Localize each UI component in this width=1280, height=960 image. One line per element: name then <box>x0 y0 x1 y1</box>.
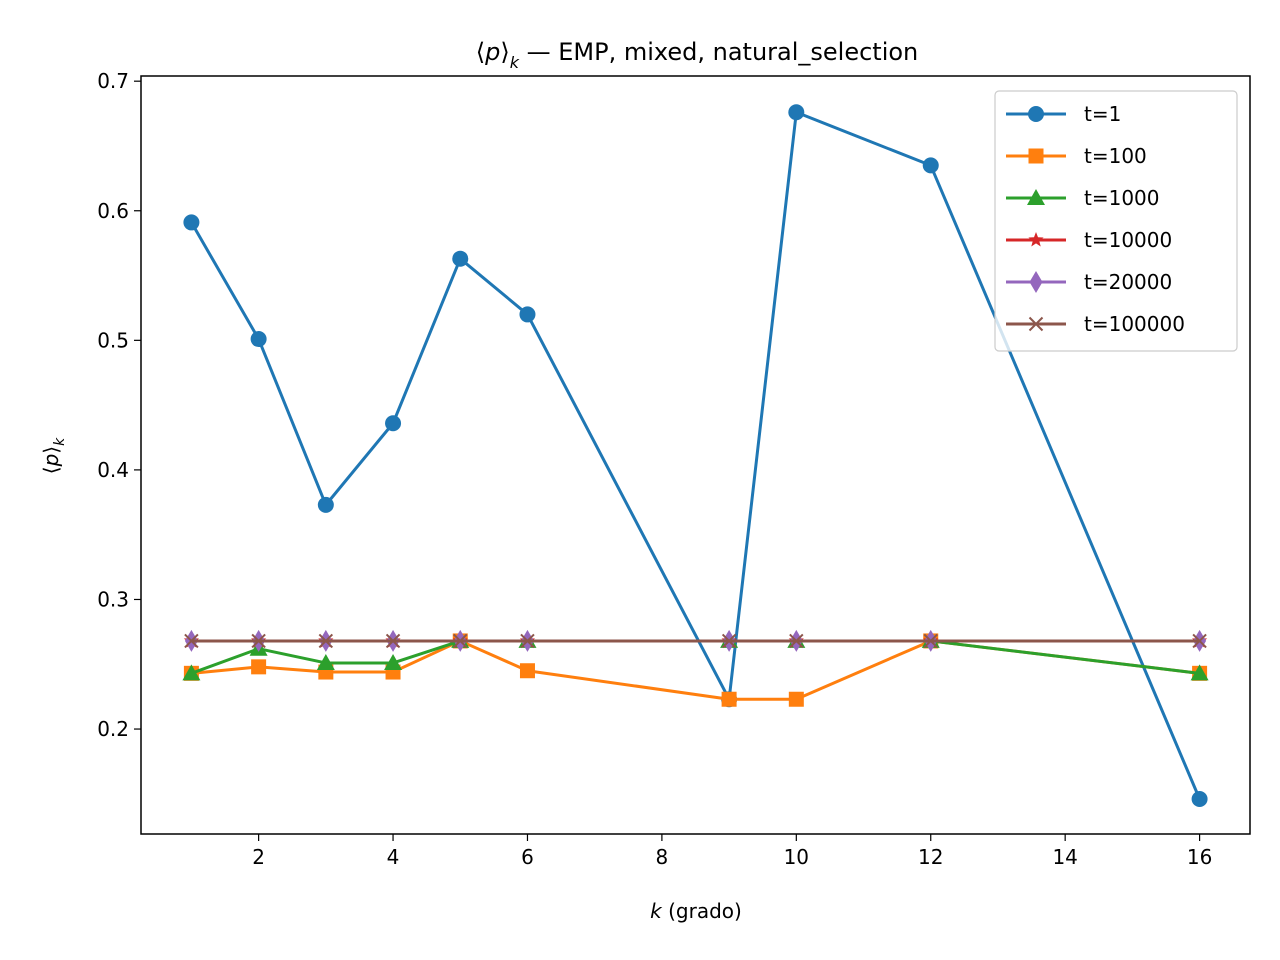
data-point <box>384 653 403 670</box>
legend-label: t=100000 <box>1084 312 1185 336</box>
chart-title-open: ⟨ <box>476 38 485 66</box>
x-tick-label: 2 <box>252 845 265 869</box>
legend-marker <box>1028 106 1044 122</box>
data-point <box>923 633 938 649</box>
data-point <box>184 633 199 649</box>
axes-frame <box>140 75 1251 835</box>
data-point <box>251 633 266 649</box>
chart-title-close: ⟩ <box>500 38 509 66</box>
y-tick-label: 0.2 <box>97 717 129 741</box>
legend: t=1 t=100 t=1000 t=10000 t=20000 t=100000 <box>994 90 1238 352</box>
y-axis-label-var: p <box>39 454 63 468</box>
plot-area: 2 4 6 8 10 12 14 16 0.2 0.3 0.4 0.5 0.6 0.7 <box>97 69 1251 869</box>
data-point <box>318 633 334 649</box>
y-axis-label: ⟨p⟩k <box>39 437 68 474</box>
data-point <box>922 157 939 174</box>
data-point <box>1191 791 1208 808</box>
data-point <box>519 663 535 679</box>
legend-marker <box>1028 232 1044 247</box>
x-axis-label-var: k <box>650 899 663 923</box>
x-tick-label: 16 <box>1187 845 1212 869</box>
y-tick-label: 0.3 <box>97 587 129 611</box>
x-tick-label: 6 <box>521 845 534 869</box>
legend-marker <box>1027 189 1045 205</box>
legend-label: t=20000 <box>1084 270 1172 294</box>
y-tick-label: 0.7 <box>97 69 129 93</box>
data-point <box>520 633 535 649</box>
data-point <box>789 633 804 649</box>
data-point <box>316 653 335 670</box>
x-tick-label: 14 <box>1052 845 1077 869</box>
series-t=1 <box>183 104 1208 808</box>
x-tick-label: 10 <box>784 845 809 869</box>
y-tick-label: 0.6 <box>97 199 129 223</box>
data-point <box>721 633 737 649</box>
chart-title-rest: — EMP, mixed, natural_selection <box>519 38 918 66</box>
legend-label: t=10000 <box>1084 228 1172 252</box>
chart-title-var: p <box>484 38 500 66</box>
data-point <box>251 659 267 675</box>
x-tick-label: 12 <box>918 845 943 869</box>
legend-marker <box>1029 271 1043 293</box>
data-point <box>519 306 536 323</box>
data-point <box>788 104 805 121</box>
legend-entry: t=100 <box>1006 144 1147 168</box>
data-point <box>385 415 402 432</box>
legend-entry: t=1000 <box>1006 186 1160 210</box>
data-point <box>250 331 267 348</box>
y-axis-ticks: 0.2 0.3 0.4 0.5 0.6 0.7 <box>97 69 141 741</box>
chart-title-sub: k <box>510 53 520 72</box>
y-tick-label: 0.4 <box>97 458 129 482</box>
data-point <box>182 664 201 681</box>
y-axis-label-close: ⟩ <box>39 446 63 454</box>
data-point <box>453 633 468 649</box>
series-t=100000 <box>184 633 1207 649</box>
series-line <box>191 639 1200 701</box>
data-point <box>788 691 804 707</box>
y-axis-label-sub: k <box>52 437 68 446</box>
legend-label: t=1000 <box>1084 186 1160 210</box>
legend-label: t=100 <box>1084 144 1147 168</box>
legend-label: t=1 <box>1084 102 1121 126</box>
series-line <box>190 110 1201 800</box>
data-point <box>183 214 200 231</box>
data-point <box>721 691 737 707</box>
data-point <box>1192 633 1207 649</box>
legend-entry: t=20000 <box>1006 270 1172 294</box>
chart-title: ⟨p⟩k — EMP, mixed, natural_selection <box>476 38 919 72</box>
series-layer <box>182 104 1209 808</box>
legend-marker <box>1028 148 1044 164</box>
data-point <box>1190 664 1209 681</box>
legend-entry: t=100000 <box>1006 312 1185 336</box>
x-tick-label: 4 <box>387 845 400 869</box>
x-axis-label: k (grado) <box>650 899 742 923</box>
x-axis-ticks: 2 4 6 8 10 12 14 16 <box>252 834 1212 869</box>
legend-entry: t=10000 <box>1006 228 1172 252</box>
y-tick-label: 0.5 <box>97 328 129 352</box>
legend-entry: t=1 <box>1006 102 1121 126</box>
data-point <box>385 633 401 649</box>
data-point <box>317 496 334 513</box>
x-tick-label: 8 <box>656 845 669 869</box>
x-axis-label-rest: (grado) <box>662 899 742 923</box>
data-point <box>452 250 469 267</box>
legend-marker <box>1028 316 1044 332</box>
y-axis-label-open: ⟨ <box>39 466 63 474</box>
